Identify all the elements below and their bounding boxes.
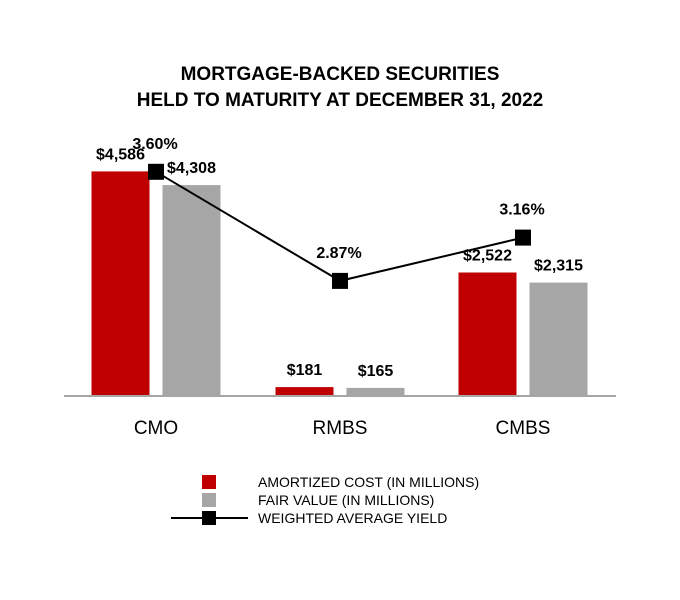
- bar-label-cmo-fair-value: $4,308: [167, 160, 216, 177]
- bar-cmo-fair-value: [162, 185, 221, 396]
- legend-swatch-fair-value-in-millions: [202, 493, 216, 507]
- legend: AMORTIZED COST (IN MILLIONS) FAIR VALUE (…: [171, 474, 479, 526]
- bar-rmbs-amortized-cost: [275, 387, 334, 396]
- category-label-cmbs: CMBS: [496, 418, 551, 439]
- bar-label-cmbs-fair-value: $2,315: [534, 258, 583, 275]
- yield-line-layer: [148, 163, 531, 289]
- bar-label-cmbs-amortized-cost: $2,522: [463, 248, 512, 265]
- yield-label-rmbs: 2.87%: [316, 245, 361, 262]
- chart-title-line-1: MORTGAGE-BACKED SECURITIES: [181, 64, 500, 85]
- bar-rmbs-fair-value: [346, 387, 405, 396]
- bar-label-cmo-amortized-cost: $4,586: [96, 146, 145, 163]
- bar-label-rmbs-fair-value: $165: [358, 363, 394, 380]
- chart-title-line-2: HELD TO MATURITY AT DECEMBER 31, 2022: [137, 90, 543, 111]
- legend-label-fair-value-in-millions: FAIR VALUE (IN MILLIONS): [258, 492, 434, 508]
- legend-label-amortized-cost-in-millions: AMORTIZED COST (IN MILLIONS): [258, 474, 479, 490]
- legend-label-weighted-average-yield: WEIGHTED AVERAGE YIELD: [258, 510, 447, 526]
- category-labels-layer: CMO RMBS CMBS: [134, 418, 551, 439]
- bars-layer: [91, 171, 588, 396]
- category-label-cmo: CMO: [134, 418, 178, 439]
- bar-cmbs-fair-value: [529, 282, 588, 396]
- yield-marker-cmo: [148, 163, 164, 180]
- yield-marker-cmbs: [515, 229, 531, 246]
- bar-cmbs-amortized-cost: [458, 272, 517, 396]
- data-labels-layer: $4,586 $181 $2,522 $4,308 $165 $2,315 3.60% 2.8…: [96, 136, 583, 380]
- yield-label-cmbs: 3.16%: [499, 202, 544, 219]
- bar-label-rmbs-amortized-cost: $181: [287, 362, 323, 379]
- yield-marker-rmbs: [332, 272, 348, 289]
- legend-marker-weighted-average-yield: [202, 511, 216, 525]
- legend-swatch-amortized-cost-in-millions: [202, 475, 216, 489]
- category-label-rmbs: RMBS: [313, 418, 368, 439]
- bar-cmo-amortized-cost: [91, 171, 150, 396]
- yield-label-cmo: 3.60%: [132, 136, 177, 153]
